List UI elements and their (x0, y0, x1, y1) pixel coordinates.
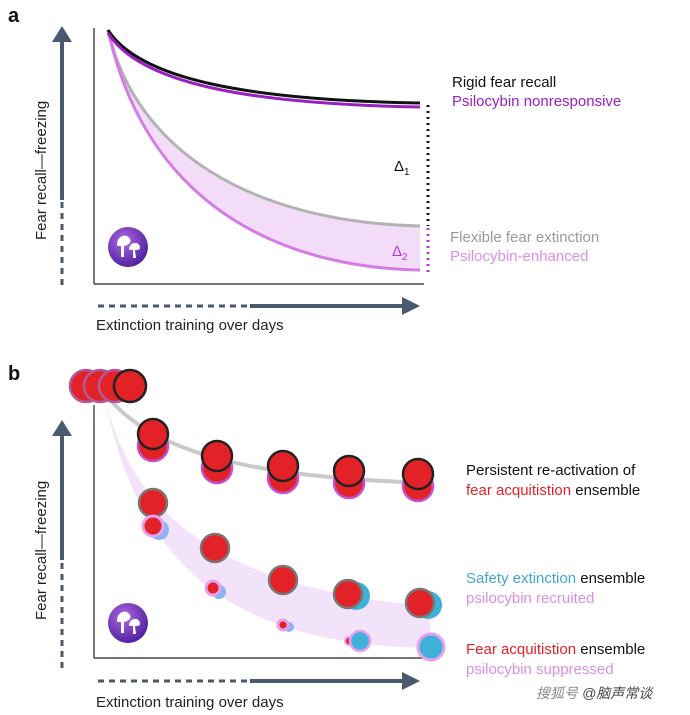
watermark: 搜狐号 @脑声常谈 (536, 685, 654, 701)
panel-a-x-axis-arrow (98, 297, 420, 315)
fear-ensemble-mid-5 (404, 587, 436, 619)
persistent-ensemble-1 (136, 417, 170, 451)
panel-b-legend-suppressed: psilocybin suppressed (466, 661, 614, 678)
mushroom-icon (108, 603, 148, 643)
safety-ensemble-2 (416, 632, 446, 662)
panel-a-xlabel: Extinction training over days (96, 317, 284, 334)
suppressed-cell-2 (204, 579, 222, 597)
persistent-ensemble-4 (332, 454, 366, 488)
panel-a-ylabel: Fear recall—freezing (33, 101, 50, 240)
panel-a-psilocybin-shade (108, 30, 420, 270)
panel-a-curve-psilocybin-enhanced (106, 29, 421, 272)
persistent-ensemble-3 (266, 449, 300, 483)
fear-ensemble-mid-2 (199, 532, 231, 564)
panel-b-legend-persistent-line1: Persistent re-activation of (466, 462, 636, 479)
safety-ensemble-1 (348, 629, 372, 653)
panel-b-letter: b (8, 363, 20, 385)
suppressed-cell-1 (141, 514, 165, 538)
start-ensemble-4 (112, 368, 148, 404)
panel-b-axes-frame (93, 405, 424, 659)
panel-a-legend-nonresponsive: Psilocybin nonresponsive (452, 93, 621, 110)
fear-ensemble-mid-3 (267, 564, 299, 596)
panel-b-xlabel: Extinction training over days (96, 694, 284, 711)
panel-a-curve-rigid-fear (106, 29, 421, 105)
panel-b-legend-persistent-line2: fear acquitistion ensemble (466, 482, 640, 499)
panel-a-legend-flexible: Flexible fear extinction (450, 229, 599, 246)
panel-b-ylabel: Fear recall—freezing (33, 481, 50, 620)
panel-a-y-axis-arrow (52, 26, 72, 285)
panel-a-delta1-label: Δ1 (394, 158, 410, 178)
fear-ensemble-mid-4 (332, 578, 364, 610)
panel-a-legend-enhanced: Psilocybin-enhanced (450, 248, 588, 265)
suppressed-cell-3 (276, 618, 290, 632)
panel-b-legend-safety: Safety extinction ensemble (466, 570, 645, 587)
persistent-ensemble-2 (200, 439, 234, 473)
fear-ensemble-mid-1 (137, 487, 169, 519)
persistent-ensemble-5 (401, 457, 435, 491)
panel-a-delta2-label: Δ2 (392, 243, 408, 263)
panel-b-y-axis-arrow (52, 420, 72, 668)
panel-b-x-axis-arrow (98, 672, 420, 690)
panel-a-letter: a (8, 5, 20, 27)
mushroom-icon (108, 227, 148, 267)
panel-a-legend-rigid: Rigid fear recall (452, 74, 556, 91)
panel-b-ensembles (68, 368, 446, 662)
panel-b-legend-recruited: psilocybin recruited (466, 590, 594, 607)
panel-a-axes-frame (93, 28, 424, 285)
panel-a-curve-flexible-extinction (106, 29, 421, 228)
panel-b-psilocybin-shade (104, 392, 430, 648)
panel-a-curve-psilocybin-nonresponsive (106, 32, 421, 109)
panel-b-legend-fear: Fear acquitistion ensemble (466, 641, 645, 658)
